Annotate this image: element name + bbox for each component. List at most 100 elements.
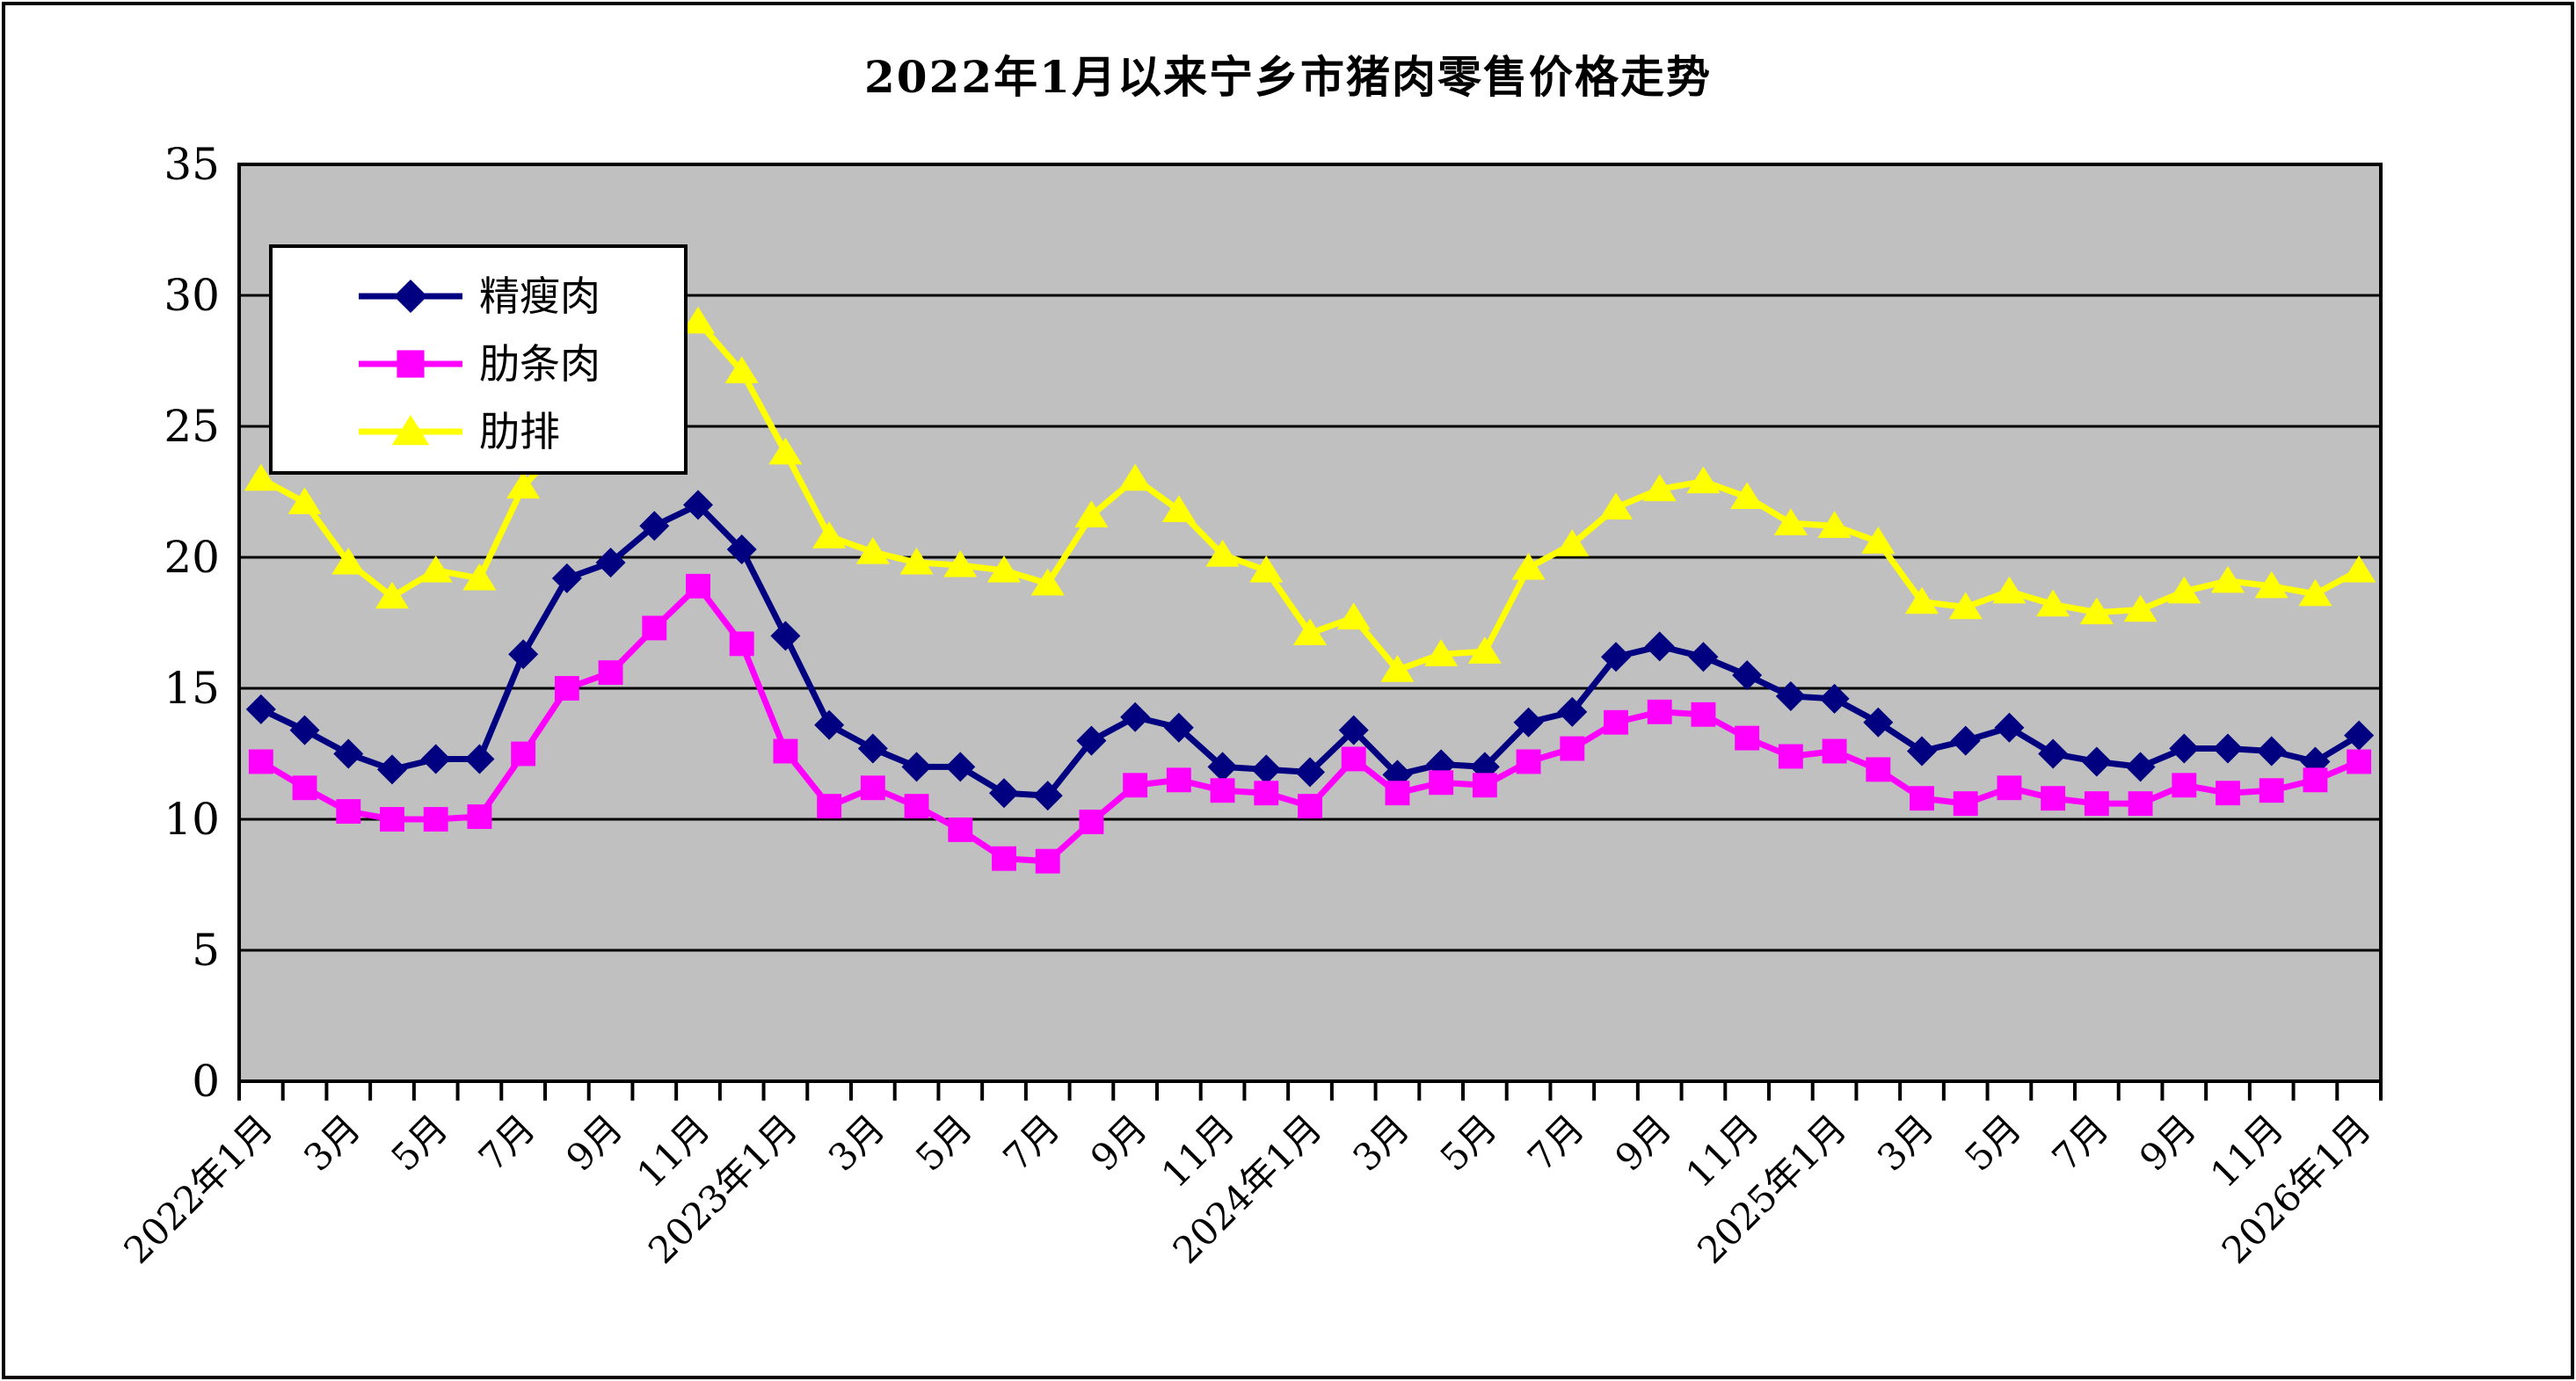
series-3-point bbox=[812, 521, 847, 549]
series-2-point bbox=[554, 676, 579, 701]
series-2-point bbox=[292, 775, 317, 801]
series-1-point bbox=[814, 709, 845, 740]
series-3-point bbox=[680, 306, 716, 334]
series-1-point bbox=[1295, 757, 1325, 788]
series-2-point bbox=[1735, 725, 1760, 751]
x-axis-tick-label: 5月 bbox=[907, 1106, 980, 1179]
x-axis-tick-label: 2022年1月 bbox=[115, 1106, 281, 1272]
series-2-point bbox=[1560, 736, 1585, 761]
series-1-point bbox=[1557, 696, 1588, 727]
y-axis-tick-label: 10 bbox=[164, 794, 220, 845]
series-2-point bbox=[773, 738, 798, 764]
series-1-point bbox=[2256, 736, 2287, 767]
series-2-point bbox=[1035, 848, 1060, 874]
series-1-point bbox=[508, 639, 539, 670]
series-1-point bbox=[1251, 754, 1282, 785]
series-1-point bbox=[1076, 725, 1107, 756]
legend-label: 肋排 bbox=[479, 408, 560, 455]
series-2-point bbox=[904, 794, 929, 819]
series-1-point bbox=[2213, 733, 2243, 764]
series-1-point bbox=[1732, 660, 1763, 691]
series-2-point bbox=[2084, 791, 2109, 817]
x-axis-tick-label: 3月 bbox=[1344, 1106, 1417, 1179]
series-1-point bbox=[1338, 715, 1369, 745]
series-3-point bbox=[1817, 511, 1852, 538]
series-2-point bbox=[642, 615, 667, 641]
y-axis-tick-label: 35 bbox=[164, 139, 220, 190]
series-1-point bbox=[551, 563, 582, 593]
series-1-point bbox=[1032, 781, 1063, 811]
series-2-point bbox=[423, 807, 448, 832]
x-axis-tick-label: 9月 bbox=[557, 1106, 630, 1179]
series-2-point bbox=[1254, 781, 1279, 806]
series-1-point bbox=[420, 744, 451, 774]
chart-title: 2022年1月以来宁乡市猪肉零售价格走势 bbox=[864, 51, 1712, 103]
series-3-point bbox=[2167, 576, 2201, 604]
series-1-point bbox=[639, 511, 670, 541]
series-3-point bbox=[899, 547, 934, 575]
x-axis-tick-label: 9月 bbox=[1607, 1106, 1680, 1179]
series-1-point bbox=[1688, 642, 1719, 672]
series-3-point bbox=[1598, 492, 1634, 520]
series-3-point bbox=[1074, 500, 1109, 527]
y-axis-tick-label: 15 bbox=[164, 663, 220, 714]
x-axis-tick-label: 5月 bbox=[383, 1106, 456, 1179]
series-1-point bbox=[989, 778, 1019, 809]
series-3-point bbox=[768, 437, 803, 465]
series-3-point bbox=[1555, 529, 1590, 556]
series-2-point bbox=[380, 807, 404, 832]
y-axis-tick-label: 30 bbox=[164, 270, 220, 321]
series-1-point bbox=[2169, 733, 2200, 764]
series-3-point bbox=[244, 463, 278, 491]
series-2-point bbox=[729, 631, 754, 657]
series-3-point bbox=[1686, 466, 1721, 494]
series-3-point bbox=[2210, 565, 2245, 593]
series-2-point bbox=[1123, 773, 1148, 798]
plot-border bbox=[237, 163, 2383, 1083]
series-3-point bbox=[1424, 639, 1459, 666]
series-3-point bbox=[943, 549, 978, 578]
series-2-point bbox=[1822, 738, 1847, 764]
series-2-point bbox=[467, 804, 492, 829]
series-3-point bbox=[2342, 555, 2376, 583]
series-3-point bbox=[418, 555, 453, 583]
series-1-point bbox=[1513, 707, 1544, 738]
series-2-point bbox=[1604, 709, 1628, 735]
y-axis-tick-label: 5 bbox=[192, 925, 220, 976]
x-axis-tick-label: 5月 bbox=[1432, 1106, 1505, 1179]
series-3-point bbox=[1773, 508, 1808, 535]
series-1-point bbox=[1120, 701, 1151, 732]
series-2-point bbox=[1866, 757, 1891, 782]
series-1-point bbox=[1819, 683, 1850, 714]
series-1-point bbox=[1207, 752, 1238, 782]
series-1-point bbox=[1907, 736, 1937, 767]
series-3-point bbox=[1336, 602, 1371, 630]
series-2-point bbox=[1166, 767, 1191, 793]
series-3-point bbox=[1205, 540, 1240, 567]
series-3-point bbox=[1861, 527, 1896, 554]
series-1-point bbox=[2038, 738, 2069, 769]
series-3-point bbox=[1511, 552, 1546, 580]
x-axis-tick-label: 7月 bbox=[2044, 1106, 2117, 1179]
series-2-point bbox=[511, 741, 536, 767]
y-axis-tick-label: 25 bbox=[164, 401, 220, 452]
series-1-point bbox=[595, 547, 626, 578]
series-1-point bbox=[1163, 712, 1194, 743]
legend-label: 肋条肉 bbox=[479, 340, 600, 388]
series-3-point bbox=[855, 537, 890, 564]
x-axis-tick-label: 9月 bbox=[1082, 1106, 1155, 1179]
legend-box bbox=[269, 244, 688, 475]
series-2-point bbox=[2259, 778, 2284, 803]
series-2-point bbox=[1953, 791, 1978, 817]
series-2-point bbox=[1079, 810, 1104, 834]
series-3-point bbox=[1642, 474, 1677, 502]
series-1-point bbox=[1775, 680, 1806, 711]
x-axis-tick-label: 3月 bbox=[295, 1106, 368, 1179]
series-3-point bbox=[1467, 636, 1502, 664]
series-2-point bbox=[2347, 749, 2372, 774]
series-3-point bbox=[1030, 568, 1065, 596]
series-1-point bbox=[333, 738, 364, 769]
series-1-point bbox=[1601, 642, 1631, 672]
series-2-point bbox=[1910, 786, 1934, 811]
series-1-point bbox=[245, 694, 276, 724]
